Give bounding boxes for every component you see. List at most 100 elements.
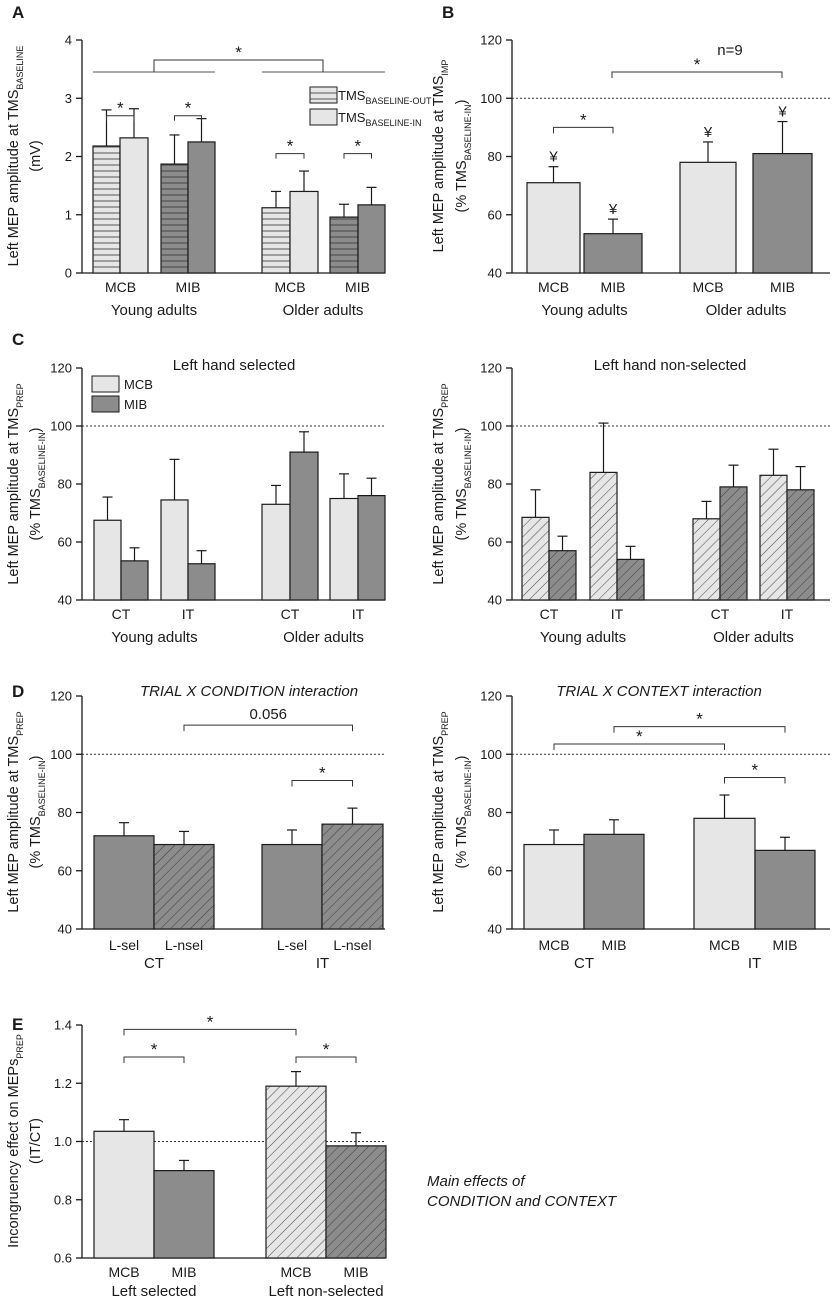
significance-label: * [636,727,643,746]
y-tick-label: 40 [488,922,502,937]
y-axis-label-line2-text: (% TMS [454,160,470,212]
y-axis-label-line2-text: (% TMS [454,488,470,540]
bar [160,499,189,601]
y-axis-label: Left MEP amplitude at TMSIMP [431,60,450,253]
bar-hatch [322,824,383,929]
x-category-label: IT [182,606,195,622]
bar [289,451,319,601]
x-category-label: MIB [172,1264,197,1280]
y-axis-label-line2-text: (% TMS [28,816,44,868]
y-axis-label-line2: (% TMSBASELINE-IN) [454,428,473,541]
y-tick-label: 100 [50,747,72,762]
significance-bracket [613,726,786,733]
x-category-label: MCB [280,1264,311,1280]
legend-label-text: TMS [338,110,366,125]
bar-hatch [161,164,188,273]
y-axis-label: Left MEP amplitude at TMSBASELINE [6,46,25,267]
bar-hatch [693,518,720,600]
x-group-label: IT [316,955,329,972]
x-category-label: MIB [345,279,370,295]
significance-bracket [123,1028,297,1036]
x-category-label: MIB [601,279,626,295]
panel-letter: D [12,682,24,701]
significance-bracket [106,115,135,121]
legend-swatch-hatch [310,87,337,103]
significance-label: * [185,99,192,118]
bar-hatch [787,489,814,600]
y-axis-label-line2-subscript: BASELINE-IN [37,760,47,816]
significance-label: * [696,710,703,729]
x-group-label: Young adults [541,302,627,319]
bar [93,519,122,601]
x-category-label: CT [711,606,730,622]
y-tick-label: 0.8 [54,1192,72,1207]
chart-title: TRIAL X CONTEXT interaction [556,683,762,700]
y-tick-label: 80 [58,805,72,820]
chart-panel-C1: 40 60 80 100 120 C Left MEP amplitude at TMSPR… [6,330,386,646]
x-category-label: MIB [770,279,795,295]
x-category-label: MIB [344,1264,369,1280]
y-axis-label-line2: (% TMSBASELINE-IN) [28,428,47,541]
chart-panel-D1: 40 60 80 100 120 D Left MEP amplitude at TMSPR… [6,682,385,972]
y-tick-label: 60 [488,535,502,550]
bar [583,833,645,930]
bar [754,849,816,930]
y-axis-label-line2-text: (% TMS [454,816,470,868]
x-group-label: Older adults [283,302,364,319]
y-axis-label-text: Left MEP amplitude at TMS [431,76,447,253]
significance-bracket [123,1056,185,1064]
y-axis-label-line2-text: (mV) [28,140,44,171]
x-category-label: MCB [105,279,136,295]
significance-bracket [153,59,324,72]
y-tick-label: 2 [65,149,72,164]
bar [526,182,581,274]
significance-label: * [319,763,326,782]
y-tick-label: 60 [58,863,72,878]
sample-size-note: n=9 [717,42,742,59]
x-category-label: IT [352,606,365,622]
bar-hatch [617,559,644,600]
x-group-label: Young adults [111,629,197,646]
legend-label-subscript: BASELINE-IN [365,118,421,128]
y-axis-label-text: Incongruency effect on MEPs [6,1059,22,1248]
significance-label: * [694,55,701,74]
chart-panel-B: 40 60 80 100 120 B Left MEP amplitude at TMSIM… [431,3,830,319]
y-axis-label-line2: (% TMSBASELINE-IN) [28,756,47,869]
legend-swatch [91,375,120,393]
bar [679,161,737,274]
y-tick-label: 120 [50,361,72,376]
annotation-note: CONDITION and CONTEXT [427,1193,618,1210]
y-axis-label-subscript: PREP [15,1034,25,1059]
y-axis-label-text: Left MEP amplitude at TMS [431,408,447,585]
legend-label-subscript: BASELINE-OUT [365,96,432,106]
bar [693,817,756,930]
significance-label: * [151,1040,158,1059]
bar-hatch [154,844,214,929]
significance-bracket [295,1056,357,1064]
significance-label: * [354,137,361,156]
y-tick-label: 0 [65,266,72,281]
bar [289,190,319,274]
y-tick-label: 80 [488,805,502,820]
significance-label: 0.056 [249,706,287,723]
y-axis-label: Left MEP amplitude at TMSPREP [6,383,25,584]
y-axis-label-line2-subscript: BASELINE-IN [463,432,473,488]
panel-letter: B [442,3,454,22]
significance-label: * [287,137,294,156]
chart-title: TRIAL X CONDITION interaction [140,683,358,700]
significance-bracket [343,153,372,159]
y-axis-label-line2-end: ) [454,100,470,105]
y-tick-label: 1.2 [54,1076,72,1091]
bar [153,1170,215,1259]
y-tick-label: 3 [65,91,72,106]
bar [187,563,216,601]
x-category-label: IT [781,606,794,622]
bar-hatch [549,550,576,600]
y-tick-label: 80 [488,477,502,492]
significance-bracket [174,115,202,121]
x-group-label: Left selected [111,1283,196,1300]
x-group-label: IT [748,955,761,972]
x-group-label: Older adults [713,629,794,646]
y-axis-label: Incongruency effect on MEPsPREP [6,1034,25,1248]
